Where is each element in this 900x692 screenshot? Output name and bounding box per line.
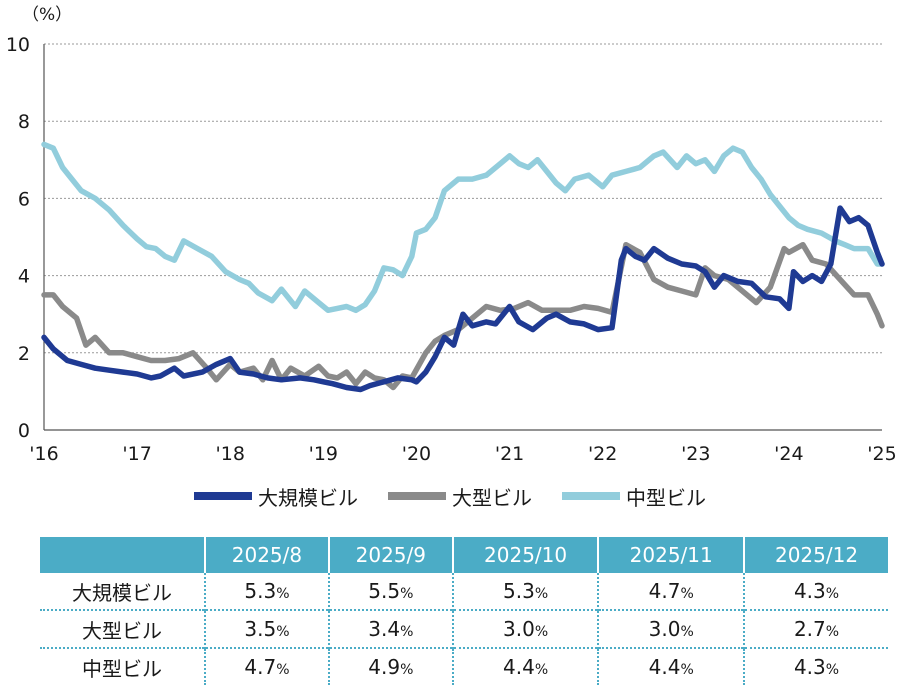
vacancy-rate-table: 2025/8 2025/9 2025/10 2025/11 2025/12 大規… bbox=[40, 537, 888, 685]
series-line bbox=[41, 205, 885, 393]
x-tick-label: '16 bbox=[29, 443, 58, 465]
table-column-header: 2025/9 bbox=[327, 537, 453, 573]
table-cell: 4.4% bbox=[451, 647, 599, 685]
series-line bbox=[41, 241, 885, 391]
table-cell: 4.3% bbox=[743, 647, 888, 685]
table-cell: 4.4% bbox=[597, 647, 745, 685]
table-cell: 2.7% bbox=[743, 609, 888, 648]
table-cell: 3.0% bbox=[451, 609, 599, 648]
y-tick-label: 8 bbox=[18, 111, 30, 133]
legend-item-large-scale: 大規模ビル bbox=[194, 482, 358, 511]
legend-swatch-large-scale bbox=[194, 492, 252, 500]
table-cell: 3.5% bbox=[204, 609, 329, 648]
table-cell: 4.9% bbox=[327, 647, 453, 685]
y-axis-unit-label: （%） bbox=[22, 5, 72, 25]
table-cell: 5.5% bbox=[327, 573, 453, 610]
table-column-header: 2025/11 bbox=[597, 537, 745, 573]
legend-swatch-large bbox=[388, 492, 446, 500]
table-row: 大規模ビル 5.3% 5.5% 5.3% 4.7% 4.3% bbox=[40, 573, 888, 610]
legend-label-mid: 中型ビル bbox=[626, 485, 706, 510]
y-tick-label: 6 bbox=[18, 188, 30, 210]
table-cell: 4.7% bbox=[597, 573, 745, 610]
x-tick-label: '25 bbox=[867, 443, 896, 465]
x-tick-label: '21 bbox=[495, 443, 524, 465]
table-corner-cell bbox=[40, 537, 205, 573]
table-column-header: 2025/8 bbox=[204, 537, 329, 573]
legend-swatch-mid bbox=[562, 492, 620, 500]
x-tick-label: '22 bbox=[588, 443, 617, 465]
y-tick-label: 0 bbox=[18, 420, 30, 442]
table-row-label: 大型ビル bbox=[40, 609, 205, 648]
table-cell: 5.3% bbox=[451, 573, 599, 610]
table-column-header: 2025/10 bbox=[451, 537, 599, 573]
x-tick-label: '18 bbox=[216, 443, 245, 465]
legend-label-large: 大型ビル bbox=[452, 485, 532, 510]
x-tick-label: '17 bbox=[122, 443, 151, 465]
table-row-label: 中型ビル bbox=[40, 647, 205, 685]
x-tick-label: '19 bbox=[309, 443, 338, 465]
y-tick-label: 2 bbox=[18, 343, 30, 365]
table-row-label: 大規模ビル bbox=[72, 580, 172, 605]
x-tick-label: '24 bbox=[774, 443, 803, 465]
table-row: 中型ビル 4.7% 4.9% 4.4% 4.4% 4.3% bbox=[40, 647, 888, 685]
legend-item-mid: 中型ビル bbox=[562, 482, 706, 511]
table-cell: 3.0% bbox=[597, 609, 745, 648]
series-line bbox=[41, 141, 885, 314]
table-row: 大型ビル 3.5% 3.4% 3.0% 3.0% 2.7% bbox=[40, 609, 888, 648]
x-tick-label: '20 bbox=[402, 443, 431, 465]
chart-legend: 大規模ビル 大型ビル 中型ビル bbox=[0, 480, 900, 512]
table-header-row: 2025/8 2025/9 2025/10 2025/11 2025/12 bbox=[40, 537, 888, 573]
table-cell: 4.7% bbox=[204, 647, 329, 685]
table-column-header: 2025/12 bbox=[743, 537, 888, 573]
y-tick-label: 4 bbox=[18, 266, 30, 288]
y-tick-label: 10 bbox=[6, 34, 30, 56]
table-cell: 4.3% bbox=[743, 573, 888, 610]
legend-label-large-scale: 大規模ビル bbox=[258, 485, 358, 510]
table-cell: 3.4% bbox=[327, 609, 453, 648]
x-tick-label: '23 bbox=[681, 443, 710, 465]
legend-item-large: 大型ビル bbox=[388, 482, 532, 511]
table-cell: 5.3% bbox=[204, 573, 329, 610]
line-chart: 0 2 4 6 8 10 （%） '16 '17 '18 '19 '20 '21 '22 '23 '24 '25 bbox=[6, 5, 897, 465]
